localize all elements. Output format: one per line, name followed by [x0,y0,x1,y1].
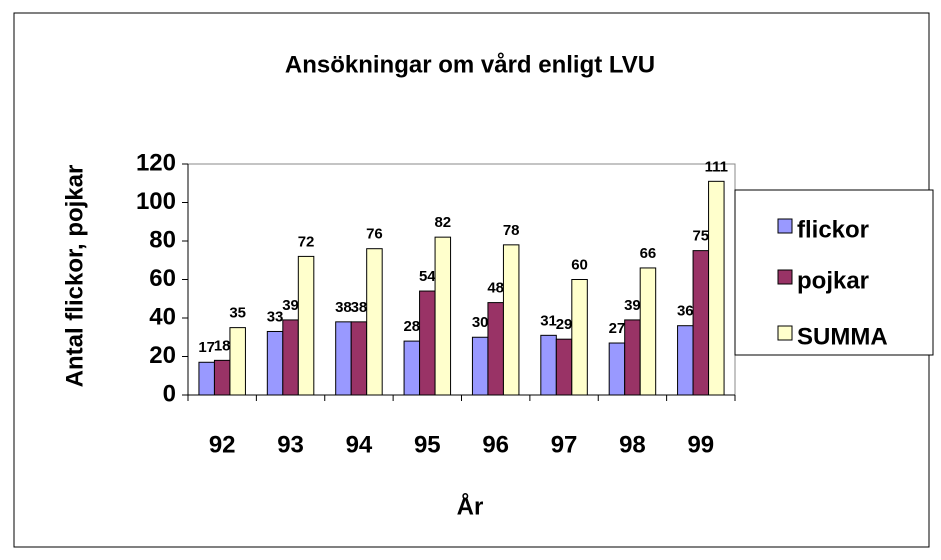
data-label: 60 [571,256,588,273]
data-label: 78 [503,222,520,239]
bar [555,338,573,396]
x-axis-label: År [457,492,484,520]
bar [708,180,725,396]
bar [229,327,246,396]
bar [366,248,383,396]
y-tick-label: 0 [163,380,176,407]
data-label: 30 [472,314,489,331]
legend-label: pojkar [797,267,869,294]
data-label: 54 [419,268,436,285]
bar [266,330,284,396]
data-label: 33 [267,308,284,325]
data-label: 48 [487,280,504,297]
bar [282,319,299,396]
data-label: 39 [282,297,299,314]
x-tick-label: 99 [687,431,714,458]
y-tick-label: 120 [136,149,176,176]
data-label: 38 [351,299,368,316]
data-label: 27 [609,320,626,337]
x-tick-label: 94 [346,431,373,458]
data-label: 28 [403,318,420,335]
bar [297,255,315,396]
bar [540,334,557,396]
bar [335,321,352,396]
x-tick-label: 98 [619,431,646,458]
legend-label: SUMMA [797,323,888,350]
bar [198,361,215,396]
data-label: 18 [214,337,231,354]
bar [213,359,231,396]
x-tick-label: 93 [277,431,304,458]
bar [487,302,504,396]
x-tick-label: 92 [209,431,236,458]
x-tick-label: 97 [551,431,578,458]
bar [471,336,489,396]
bar [677,325,694,396]
legend-swatch [777,269,793,285]
bar [434,236,452,396]
data-label: 82 [434,214,451,231]
bar [403,340,421,396]
data-label: 76 [366,226,383,243]
y-tick-label: 100 [136,188,176,215]
bar [571,279,588,396]
x-tick-label: 96 [482,431,509,458]
data-label: 66 [640,245,657,262]
legend-swatch [777,218,793,234]
bar [350,321,368,396]
y-tick-label: 20 [149,342,176,369]
legend-box [734,189,934,356]
data-label: 17 [198,339,215,356]
data-label: 39 [624,297,641,314]
y-tick-label: 40 [149,303,176,330]
data-label: 111 [705,158,728,175]
bar [419,290,436,396]
data-label: 75 [692,228,709,245]
data-label: 29 [556,316,573,333]
data-label: 72 [298,233,315,250]
bar [692,250,710,396]
bar [639,267,657,396]
y-axis-label: Antal flickor, pojkar [61,165,88,388]
legend-label: flickor [797,216,869,243]
y-tick-label: 60 [149,265,176,292]
data-label: 38 [335,299,352,316]
chart-title: Ansökningar om vård enligt LVU [285,51,655,78]
data-label: 31 [540,312,557,329]
bar [608,342,626,396]
legend-swatch [777,325,793,341]
data-label: 36 [677,303,694,320]
y-tick-label: 80 [149,226,176,253]
x-tick-label: 95 [414,431,441,458]
data-label: 35 [229,305,246,322]
bar [502,244,520,396]
bar [624,319,641,396]
